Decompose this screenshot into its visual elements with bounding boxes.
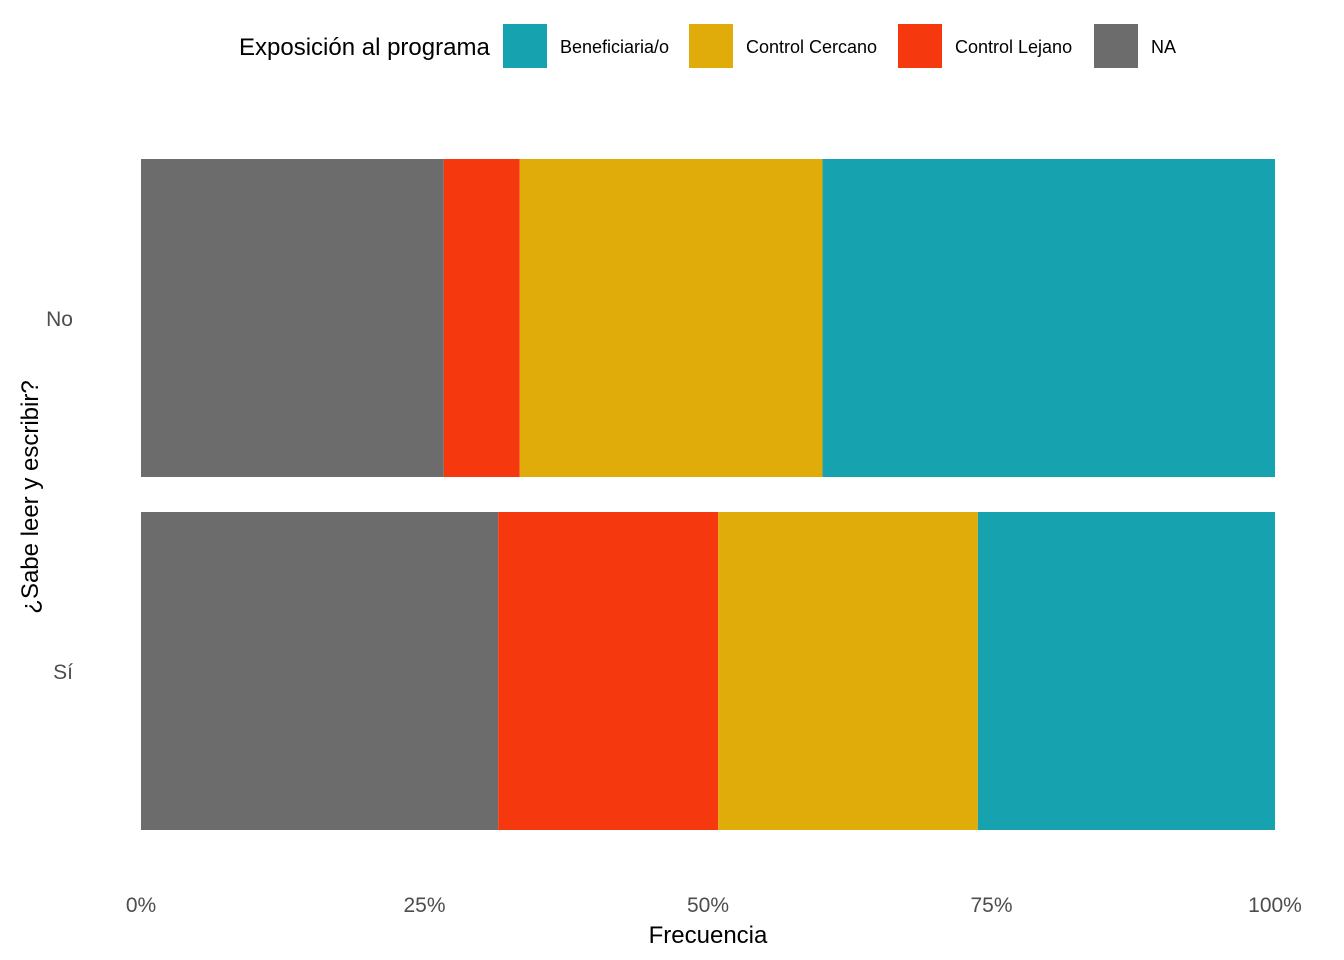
legend-key-beneficiaria — [503, 24, 547, 68]
x-tick-label: 100% — [1248, 894, 1302, 917]
bar-no-control-cercano — [519, 159, 823, 477]
x-tick-labels: 0% 25% 50% 75% 100% — [126, 894, 1302, 917]
legend: Exposición al programa Beneficiaria/o Co… — [0, 24, 1344, 70]
legend-key-control-lejano — [898, 24, 942, 68]
bar-no-na — [141, 159, 444, 477]
y-tick-label: Sí — [53, 661, 73, 684]
legend-label-control-lejano: Control Lejano — [955, 37, 1073, 57]
bar-s-na — [141, 512, 499, 830]
bar-no-control-lejano — [443, 159, 520, 477]
bar-s-beneficiaria-o — [977, 512, 1275, 830]
legend-label-control-cercano: Control Cercano — [746, 37, 878, 57]
bar-s-control-cercano — [718, 512, 978, 830]
y-tick-label: No — [46, 308, 73, 331]
legend-label-na: NA — [1151, 37, 1177, 57]
legend-key-control-cercano — [689, 24, 733, 68]
x-tick-label: 50% — [687, 894, 729, 917]
x-tick-label: 25% — [403, 894, 445, 917]
legend-label-beneficiaria: Beneficiaria/o — [560, 37, 670, 57]
x-tick-label: 75% — [970, 894, 1012, 917]
bar-s-control-lejano — [498, 512, 719, 830]
legend-key-na — [1094, 24, 1138, 68]
y-tick-labels: No Sí — [46, 308, 73, 684]
bar-no-beneficiaria-o — [822, 159, 1275, 477]
bars-group — [141, 159, 1275, 830]
y-axis-title: ¿Sabe leer y escribir? — [17, 380, 44, 613]
x-axis-title: Frecuencia — [649, 922, 768, 949]
x-tick-label: 0% — [126, 894, 156, 917]
legend-title: Exposición al programa — [239, 34, 490, 61]
